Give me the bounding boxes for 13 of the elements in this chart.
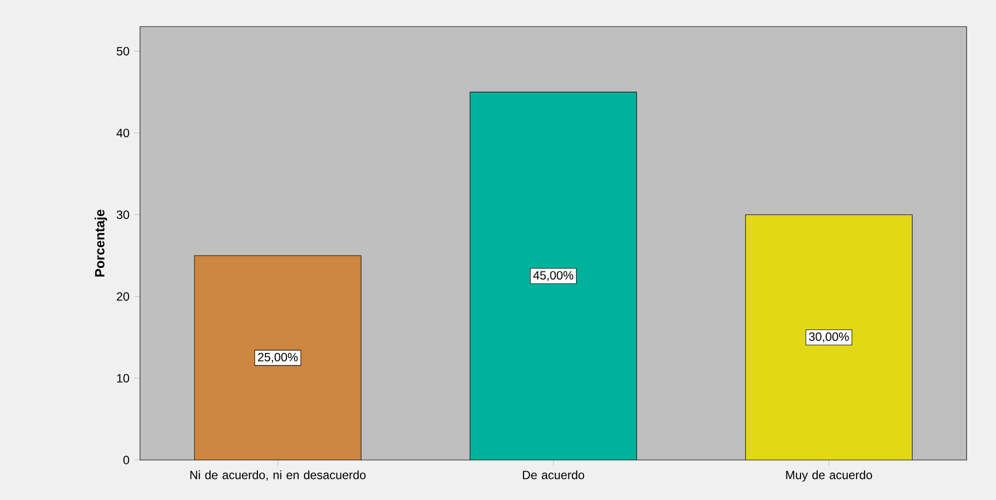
y-tick-label: 0: [123, 456, 130, 464]
y-tick-label: 30: [116, 210, 130, 219]
data-label: 45,00%: [533, 271, 574, 281]
y-tick-label: 20: [116, 292, 130, 301]
x-tick-label: Muy de acuerdo: [786, 470, 872, 482]
y-tick-label: 10: [117, 374, 130, 382]
x-tick-label: De acuerdo: [522, 470, 584, 480]
y-tick-label: 50: [116, 46, 130, 56]
data-label: 30,00%: [809, 332, 849, 342]
data-label: 25,00%: [258, 352, 298, 363]
x-tick-label: Ni de acuerdo, ni en desacuerdo: [190, 470, 366, 481]
y-axis-title: Porcentaje: [94, 210, 108, 277]
y-tick-label: 40: [116, 128, 130, 138]
